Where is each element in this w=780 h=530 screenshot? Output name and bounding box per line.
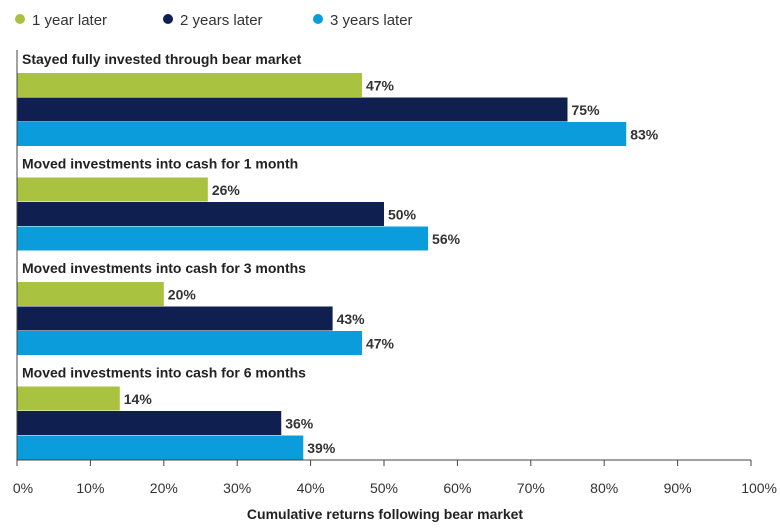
x-tick-label: 10% <box>76 480 104 496</box>
group-label: Moved investments into cash for 6 months <box>22 365 306 381</box>
bar-value-label: 14% <box>124 391 153 407</box>
legend-item: 1 year later <box>15 12 107 29</box>
x-tick-label: 20% <box>150 480 178 496</box>
legend-label: 3 years later <box>330 12 413 29</box>
bar <box>17 226 429 251</box>
group-label: Moved investments into cash for 3 months <box>22 260 306 276</box>
bar <box>17 202 384 226</box>
legend-marker <box>163 14 173 24</box>
x-tick-label: 40% <box>297 480 325 496</box>
x-axis: 0% 10% 20% 30% 40% 50% 60% 70% 80% 90% 100% <box>13 50 777 496</box>
legend-label: 2 years later <box>180 12 263 29</box>
legend: 1 year later 2 years later 3 years later <box>15 12 413 29</box>
x-tick-label: 0% <box>13 480 33 496</box>
bar-value-label: 47% <box>366 335 395 351</box>
group-label: Stayed fully invested through bear marke… <box>22 51 302 67</box>
x-axis-title: Cumulative returns following bear market <box>247 506 524 522</box>
bar <box>17 306 333 331</box>
group-label: Moved investments into cash for 1 month <box>22 156 298 172</box>
bar-value-label: 50% <box>388 206 417 222</box>
bar-value-label: 47% <box>366 77 395 93</box>
x-tick-label: 30% <box>223 480 251 496</box>
bar-value-label: 20% <box>168 286 197 302</box>
bars <box>17 73 627 460</box>
bar <box>17 97 568 122</box>
x-tick-label: 60% <box>443 480 471 496</box>
legend-item: 3 years later <box>313 12 413 29</box>
legend-item: 2 years later <box>163 12 263 29</box>
legend-label: 1 year later <box>32 12 107 29</box>
bar <box>17 411 282 435</box>
bar-value-label: 39% <box>307 440 336 456</box>
bar <box>17 331 362 355</box>
bar <box>17 435 304 460</box>
x-tick-label: 80% <box>590 480 618 496</box>
bar-value-label: 56% <box>432 231 461 247</box>
bar-value-label: 75% <box>572 102 601 118</box>
bar <box>17 73 362 97</box>
bar <box>17 122 627 146</box>
value-labels: 47%75%83%26%50%56%20%43%47%14%36%39% <box>124 77 659 456</box>
bar-value-label: 36% <box>285 415 314 431</box>
bar <box>17 177 208 202</box>
x-tick-label: 50% <box>370 480 398 496</box>
bar <box>17 282 164 306</box>
x-tick-label: 100% <box>741 480 777 496</box>
group-labels: Stayed fully invested through bear marke… <box>22 51 306 381</box>
x-tick-label: 90% <box>664 480 692 496</box>
bar-value-label: 83% <box>630 126 659 142</box>
bar-value-label: 26% <box>212 182 241 198</box>
x-tick-label: 70% <box>517 480 545 496</box>
legend-marker <box>313 14 323 24</box>
legend-marker <box>15 14 25 24</box>
bar-value-label: 43% <box>337 311 366 327</box>
bar <box>17 386 120 411</box>
